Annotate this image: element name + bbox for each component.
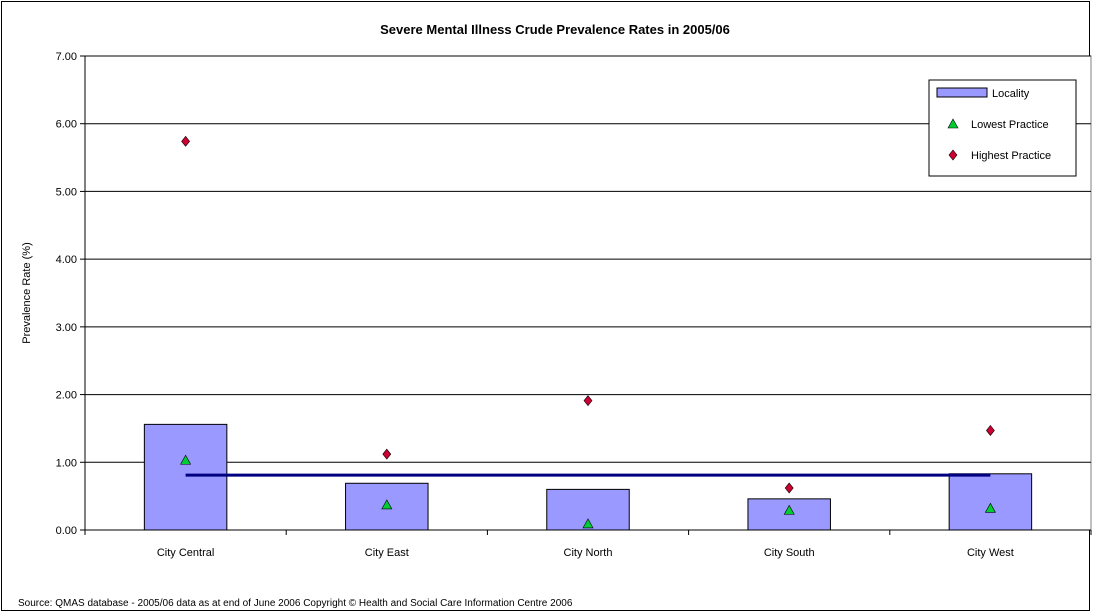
- x-tick-label: City South: [764, 547, 815, 559]
- legend-swatch-locality: [936, 87, 988, 98]
- legend-label-locality: Locality: [992, 88, 1030, 100]
- marker-highest-practice: [382, 448, 392, 460]
- plot-area: [84, 55, 1092, 531]
- gridlines: [80, 55, 1092, 535]
- marker-lowest-practice: [381, 499, 393, 510]
- legend-label-lowest-practice: Lowest Practice: [971, 119, 1049, 131]
- marker-highest-practice: [583, 395, 593, 407]
- marker-highest-practice: [181, 135, 190, 147]
- marker-highest-practice: [986, 424, 995, 436]
- y-tick-label: 2.00: [56, 390, 77, 402]
- x-tick-label: City Central: [157, 547, 214, 559]
- x-tick-label: City West: [967, 547, 1014, 559]
- legend-swatch-lowest-practice: [947, 118, 959, 129]
- y-tick-label: 3.00: [56, 322, 77, 334]
- legend: Locality Lowest Practice Highest Practic…: [928, 79, 1077, 177]
- source-note: Source: QMAS database - 2005/06 data as …: [18, 598, 573, 609]
- y-axis-label: Prevalence Rate (%): [21, 242, 33, 344]
- locality-bars: [143, 423, 1033, 531]
- marker-highest-practice: [784, 482, 794, 494]
- bar-locality: [143, 423, 228, 531]
- x-tick-label: City East: [365, 547, 409, 559]
- chart-title: Severe Mental Illness Crude Prevalence R…: [380, 22, 730, 37]
- bar-locality: [948, 473, 1033, 531]
- x-tick-label: City North: [564, 547, 613, 559]
- y-tick-label: 5.00: [56, 186, 77, 198]
- marker-lowest-practice: [582, 518, 594, 529]
- y-tick-labels: 0.00 1.00 2.00 3.00 4.00 5.00 6.00 7.00: [56, 51, 77, 537]
- y-tick-label: 0.00: [56, 525, 77, 537]
- practice-markers: [180, 135, 996, 529]
- x-tick-labels: City Central City East City North City Sout…: [157, 547, 1014, 559]
- y-tick-label: 4.00: [56, 254, 77, 266]
- marker-lowest-practice: [984, 502, 996, 513]
- y-tick-label: 1.00: [56, 457, 77, 469]
- y-tick-label: 6.00: [56, 119, 77, 131]
- y-tick-label: 7.00: [56, 51, 77, 63]
- legend-label-highest-practice: Highest Practice: [971, 150, 1051, 162]
- marker-lowest-practice: [783, 504, 795, 515]
- marker-lowest-practice: [180, 454, 192, 465]
- legend-swatch-highest-practice: [948, 149, 958, 161]
